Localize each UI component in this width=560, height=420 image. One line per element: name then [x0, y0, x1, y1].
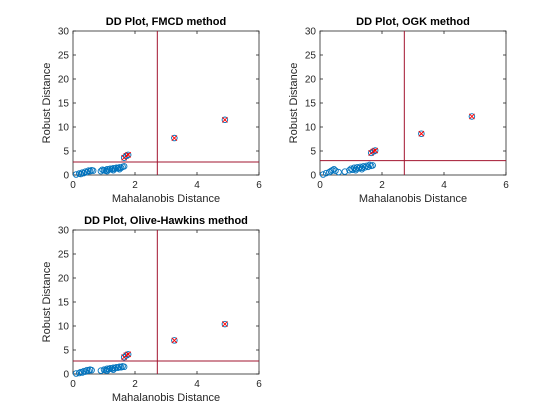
y-tick-label: 5	[310, 147, 316, 158]
x-tick-label: 0	[70, 379, 76, 390]
y-tick-label: 5	[63, 346, 69, 357]
data-point-inlier	[116, 165, 123, 173]
data-point-inlier	[105, 365, 112, 373]
x-tick-label: 6	[256, 379, 262, 390]
y-tick-label: 15	[305, 99, 317, 110]
y-tick-label: 15	[58, 298, 70, 309]
data-point-inlier	[329, 166, 336, 174]
y-tick-label: 20	[305, 75, 317, 86]
x-tick-label: 6	[256, 180, 262, 191]
data-point-inlier	[85, 367, 92, 374]
data-point-inlier	[72, 171, 80, 178]
plot-title: DD Plot, OGK method	[356, 16, 470, 28]
data-point-inlier	[347, 165, 355, 173]
data-point-inlier	[117, 364, 125, 371]
plot-title: DD Plot, FMCD method	[106, 16, 226, 28]
x-tick-label: 4	[194, 379, 200, 390]
y-tick-label: 30	[58, 27, 70, 38]
data-point-inlier	[97, 167, 105, 175]
data-point-inlier	[86, 167, 94, 175]
x-tick-label: 2	[379, 180, 385, 191]
data-point-inlier	[335, 168, 342, 176]
plot-panel-fmcd: DD Plot, FMCD method 0 2 4 6 0 5 10 15 20 25 30 Ma…	[41, 16, 262, 205]
x-tick-label: 4	[194, 180, 200, 191]
data-point-inlier	[110, 366, 117, 373]
data-point-inlier	[366, 161, 373, 169]
axes-box	[319, 30, 507, 176]
data-point-inlier	[88, 366, 95, 374]
y-tick-label: 30	[305, 27, 317, 38]
y-tick-label: 15	[58, 99, 70, 110]
data-point-inlier	[89, 167, 97, 174]
y-tick-label: 25	[58, 250, 70, 261]
data-point-inlier	[120, 363, 128, 371]
y-tick-label: 20	[58, 75, 70, 86]
data-point-inlier	[105, 166, 112, 173]
data-point-outlier	[221, 116, 229, 124]
data-point-outlier	[371, 147, 379, 154]
x-tick-label: 2	[132, 180, 138, 191]
data-point-outlier	[418, 130, 425, 137]
y-tick-label: 10	[58, 322, 70, 333]
x-tick-label: 0	[317, 180, 323, 191]
axes-box	[72, 30, 260, 176]
y-tick-label: 10	[58, 123, 70, 134]
x-tick-label: 2	[132, 379, 138, 390]
axes-box	[72, 229, 260, 375]
data-point-inlier	[99, 166, 106, 173]
data-point-inlier	[103, 367, 111, 374]
x-tick-label: 0	[70, 180, 76, 191]
data-point-inlier	[111, 165, 119, 173]
data-point-inlier	[363, 162, 370, 170]
y-tick-label: 25	[305, 51, 317, 62]
y-axis-label: Robust Distance	[41, 262, 53, 343]
data-point-inlier	[72, 370, 80, 377]
x-axis-label: Mahalanobis Distance	[112, 392, 220, 404]
data-point-outlier	[468, 113, 476, 120]
data-point-inlier	[319, 171, 327, 178]
data-point-inlier	[364, 163, 372, 171]
data-point-inlier	[117, 164, 125, 172]
y-axis-label: Robust Distance	[288, 63, 300, 144]
x-axis-label: Mahalanobis Distance	[112, 193, 220, 205]
data-point-outlier	[171, 134, 178, 142]
data-point-outlier	[124, 151, 132, 159]
data-point-inlier	[341, 168, 349, 175]
x-tick-label: 4	[441, 180, 447, 191]
y-tick-label: 20	[58, 274, 70, 285]
data-point-outlier	[124, 351, 132, 358]
data-point-inlier	[330, 165, 338, 173]
plot-panel-ogk: DD Plot, OGK method 0 2 4 6 0 5 10 15 20 25 30 Mah…	[288, 16, 509, 205]
data-point-inlier	[111, 364, 119, 372]
data-point-inlier	[103, 167, 111, 175]
data-point-outlier	[171, 337, 178, 344]
y-tick-label: 10	[305, 123, 317, 134]
data-point-outlier	[221, 320, 229, 328]
data-point-inlier	[97, 367, 105, 374]
plot-panel-olive-hawkins: DD Plot, Olive-Hawkins method 0 2 4 6 0 5 10 15…	[41, 215, 262, 404]
y-axis-label: Robust Distance	[41, 63, 53, 144]
data-point-inlier	[332, 167, 339, 174]
data-point-inlier	[369, 162, 376, 169]
y-tick-label: 0	[63, 370, 69, 381]
data-point-inlier	[358, 165, 366, 173]
y-tick-label: 0	[310, 171, 316, 182]
data-point-inlier	[120, 163, 128, 170]
data-point-inlier	[110, 166, 117, 174]
y-tick-label: 25	[58, 51, 70, 62]
data-point-inlier	[352, 166, 359, 174]
x-tick-label: 6	[503, 180, 509, 191]
y-tick-label: 0	[63, 171, 69, 182]
x-axis-label: Mahalanobis Distance	[359, 193, 467, 205]
y-tick-label: 5	[63, 147, 69, 158]
y-tick-label: 30	[58, 226, 70, 237]
plot-title: DD Plot, Olive-Hawkins method	[84, 215, 248, 227]
